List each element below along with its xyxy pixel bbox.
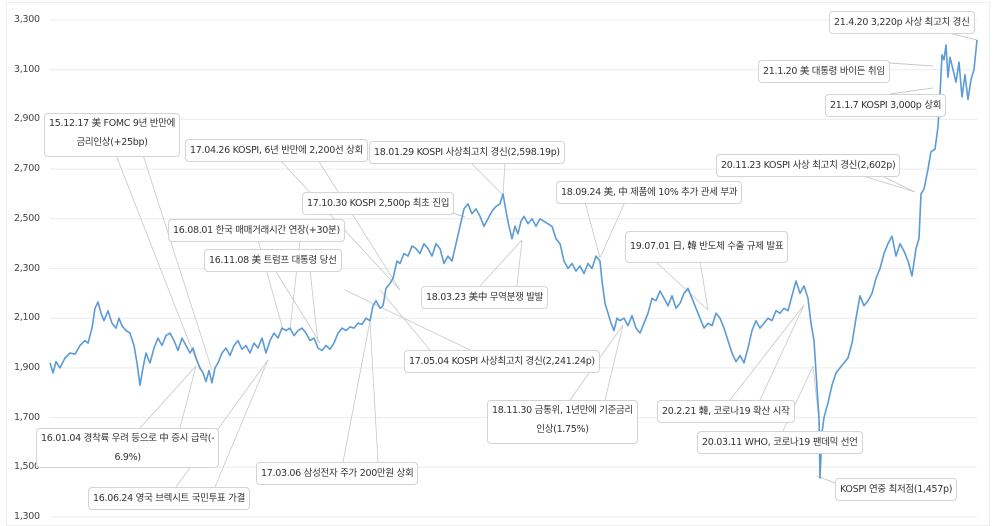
callout-text-line: 18.01.29 KOSPI 사상최고치 경신(2,598.19p) [374,147,560,158]
callout-text-line: 21.1.7 KOSPI 3,000p 상회 [830,100,942,111]
callout-text-line: 17.05.04 KOSPI 사상최고치 경신(2,241.24p) [409,356,595,367]
callout-text-line: 18.09.24 美, 中 제품에 10% 추가 관세 부과 [561,187,738,198]
callout-samsung: 17.03.06 삼성전자 주가 200만원 상회 [256,462,419,485]
y-tick-label: 1,700 [14,411,40,423]
y-tick-label: 1,300 [14,511,40,522]
callout-pandemic: 20.03.11 WHO, 코로나19 팬데믹 선언 [697,431,863,454]
callout-text-line: 17.03.06 삼성전자 주가 200만원 상회 [261,468,414,479]
y-tick-label: 2,700 [14,163,40,175]
leader-line [889,87,934,95]
leader-line [115,154,201,371]
callout-text-line: 15.12.17 美 FOMC 9년 반만에 [49,118,176,129]
leader-line [759,304,805,401]
y-tick-label: 3,100 [14,63,40,75]
leader-line [369,320,379,463]
callout-text-line: 인상(1.75%) [536,424,589,435]
callout-text-line: 16.06.24 영국 브렉시트 국민투표 가결 [93,493,246,504]
leader-line [469,161,504,196]
callout-kospi-2500: 17.10.30 KOSPI 2,500p 최초 진입 [302,192,455,215]
callout-trade-war: 18.03.23 美中 무역분쟁 발발 [421,286,549,309]
callout-kospi-2200: 17.04.26 KOSPI, 6년 반만에 2,200선 상회 [185,139,368,162]
leader-line [599,201,626,259]
leader-line [344,289,471,351]
callout-kospi-record-2021: 21.4.20 3,220p 사상 최고치 경신 [829,11,975,34]
callout-kospi-low: KOSPI 연중 최저점(1,457p) [835,478,958,501]
callout-text-line: 16.11.08 美 트럼프 대통령 당선 [209,255,337,266]
callout-text-line: 17.10.30 KOSPI 2,500p 최초 진입 [307,198,450,209]
callout-japan-export: 19.07.01 日, 韓 반도체 수출 규제 발표 [625,231,789,263]
callout-biden: 21.1.20 美 대통령 바이든 취임 [758,60,890,83]
callout-text-line: 16.01.04 경착륙 우려 등으로 中 증시 급락(- [41,433,215,444]
callout-text-line: 20.11.23 KOSPI 사상 최고치 경신(2,602p) [721,160,896,171]
callout-text-line: 18.11.30 금통위, 1년만에 기준금리 [492,405,633,416]
callout-text-line: 18.03.23 美中 무역분쟁 발발 [426,292,544,303]
callout-text-line: 16.08.01 한국 매매거래시간 연장(+30분) [173,225,340,236]
callout-text-line: KOSPI 연중 최저점(1,457p) [840,484,953,495]
y-tick-label: 2,300 [14,262,40,274]
callout-text-line: 17.04.26 KOSPI, 6년 반만에 2,200선 상회 [190,145,363,156]
leader-line [479,239,523,287]
callout-text-line: 20.2.21 韓, 코로나19 확산 시작 [662,406,790,417]
y-tick-label: 2,500 [14,212,40,224]
callout-kospi-record-2020: 20.11.23 KOSPI 사상 최고치 경신(2,602p) [716,154,901,177]
y-tick-label: 2,900 [14,113,40,125]
callout-text-line: 6.9%) [114,452,141,463]
callout-trading-hours: 16.08.01 한국 매매거래시간 연장(+30분) [168,219,345,242]
leader-line [502,161,506,196]
callout-tariff: 18.09.24 美, 中 제품에 10% 추가 관세 부과 [556,181,743,204]
callout-text-line: 21.4.20 3,220p 사상 최고치 경신 [834,17,970,28]
leader-line [584,201,601,259]
leader-line [604,324,624,401]
callout-kospi-record-2018: 18.01.29 KOSPI 사상최고치 경신(2,598.19p) [369,141,565,164]
leader-line [142,154,213,371]
callout-brexit: 16.06.24 영국 브렉시트 국민투표 가결 [88,487,251,510]
callout-trump: 16.11.08 美 트럼프 대통령 당선 [204,249,342,272]
leader-line [699,260,709,311]
callout-text-line: 금리인상(+25bp) [76,137,148,148]
leader-line [516,239,523,287]
y-tick-label: 2,100 [14,312,40,324]
callout-covid-korea: 20.2.21 韓, 코로나19 확산 시작 [657,400,795,423]
kospi-series-line [49,39,978,479]
callout-text-line: 21.1.20 美 대통령 바이든 취임 [763,66,885,77]
leader-line [214,359,269,488]
leader-line [654,260,709,311]
leader-line [879,174,916,193]
leader-line [342,320,371,463]
leader-line [729,304,805,401]
leader-line [139,365,197,429]
leader-line [179,365,197,429]
leader-line [274,269,321,344]
callout-china-crash: 16.01.04 경착륙 우려 등으로 中 증시 급락(- 6.9%) [36,428,220,468]
callout-leader-lines [115,31,978,488]
y-tick-label: 1,500 [14,461,40,473]
leader-line [317,159,401,291]
callout-text-line: 19.07.01 日, 韓 반도체 수출 규제 발표 [630,241,784,252]
callout-kospi-3000: 21.1.7 KOSPI 3,000p 상회 [825,94,947,117]
y-tick-label: 3,300 [14,14,40,25]
callout-kospi-record-2017: 17.05.04 KOSPI 사상최고치 경신(2,241.24p) [404,350,600,373]
leader-line [859,174,916,193]
leader-line [309,269,319,344]
leader-line [379,289,431,351]
y-tick-label: 1,900 [14,361,40,373]
callout-text-line: 20.03.11 WHO, 코로나19 팬데믹 선언 [702,437,858,448]
